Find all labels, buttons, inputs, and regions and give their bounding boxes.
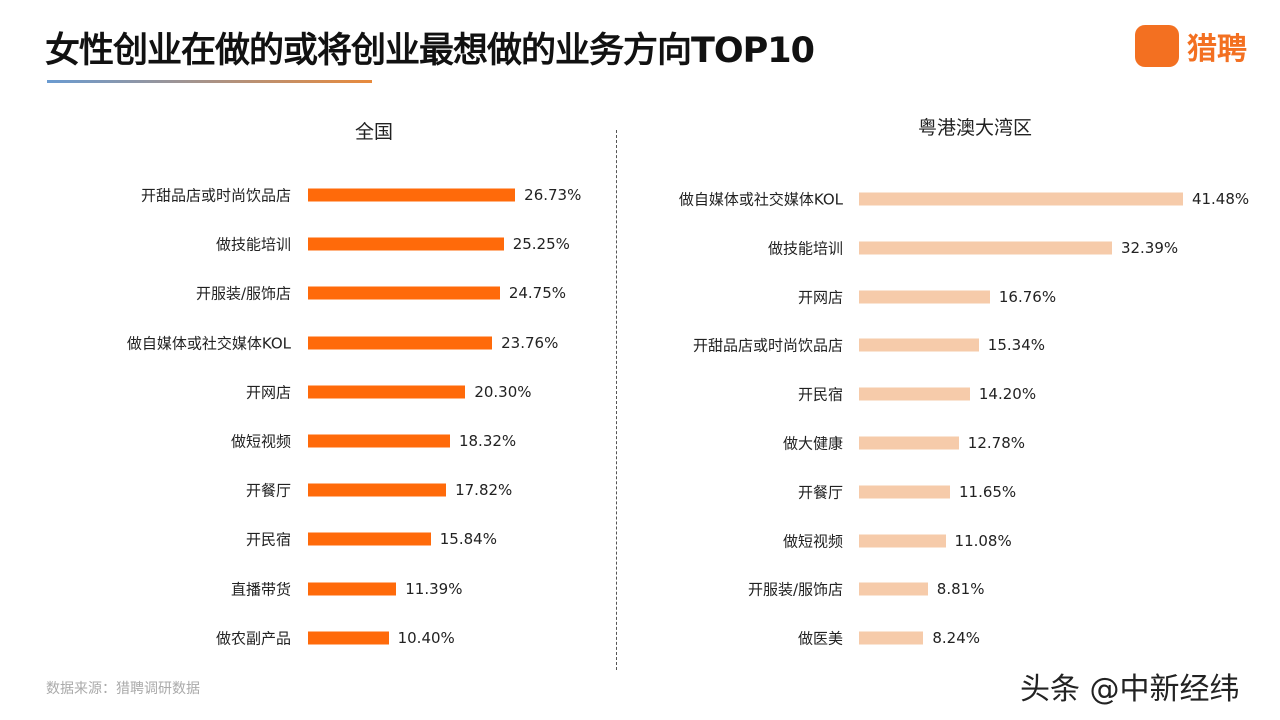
national-bar bbox=[308, 631, 389, 645]
gba-category-label: 开网店 bbox=[797, 288, 843, 307]
national-value-label: 18.32% bbox=[458, 432, 517, 450]
gba-category-label: 开餐厅 bbox=[797, 483, 843, 502]
gba-category-label: 做技能培训 bbox=[767, 239, 843, 258]
national-bar bbox=[308, 434, 450, 448]
gba-category-label: 做短视频 bbox=[782, 532, 843, 551]
gba-category-label: 开民宿 bbox=[797, 385, 843, 404]
national-value-label: 15.84% bbox=[439, 530, 497, 549]
national-value-label: 25.25% bbox=[512, 235, 570, 254]
national-bar bbox=[308, 532, 431, 546]
gba-value-label: 41.48% bbox=[1191, 190, 1250, 208]
national-category-label: 开甜品店或时尚饮品店 bbox=[140, 186, 291, 205]
gba-value-label: 11.08% bbox=[954, 531, 1012, 550]
national-value-label: 11.39% bbox=[405, 579, 463, 598]
national-value-label: 17.82% bbox=[455, 481, 513, 500]
national-bar bbox=[308, 188, 516, 202]
gba-bar bbox=[859, 485, 950, 499]
gba-category-label: 开服装/服饰店 bbox=[747, 580, 843, 599]
gba-value-label: 16.76% bbox=[998, 287, 1057, 306]
national-category-label: 做短视频 bbox=[230, 432, 291, 451]
gba-bar bbox=[859, 631, 924, 645]
national-category-label: 开网店 bbox=[245, 383, 291, 402]
national-category-label: 做技能培训 bbox=[215, 235, 291, 254]
national-value-label: 10.40% bbox=[397, 628, 455, 647]
gba-category-label: 做医美 bbox=[797, 629, 843, 648]
national-bar bbox=[308, 286, 500, 300]
national-category-label: 开餐厅 bbox=[245, 481, 291, 500]
title-underline bbox=[47, 80, 372, 83]
national-bar bbox=[308, 336, 493, 350]
national-bar bbox=[308, 385, 466, 399]
national-value-label: 20.30% bbox=[474, 382, 532, 401]
gba-value-label: 8.24% bbox=[932, 629, 980, 648]
gba-category-label: 做大健康 bbox=[782, 434, 843, 453]
chart-title-national: 全国 bbox=[355, 121, 394, 143]
gba-category-label: 做自媒体或社交媒体KOL bbox=[678, 190, 843, 209]
gba-bar bbox=[859, 436, 959, 450]
national-bar bbox=[308, 582, 397, 596]
gba-value-label: 32.39% bbox=[1120, 238, 1179, 257]
gba-category-label: 开甜品店或时尚饮品店 bbox=[692, 336, 843, 355]
national-value-label: 24.75% bbox=[508, 284, 567, 303]
gba-value-label: 8.81% bbox=[936, 580, 985, 599]
national-bar bbox=[308, 237, 504, 251]
gba-bar bbox=[859, 582, 928, 596]
logo-speech-bubble-icon bbox=[1135, 25, 1179, 67]
page-title: 女性创业在做的或将创业最想做的业务方向TOP10 bbox=[45, 31, 815, 71]
national-value-label: 26.73% bbox=[524, 186, 582, 204]
national-category-label: 做自媒体或社交媒体KOL bbox=[126, 334, 291, 353]
national-value-label: 23.76% bbox=[501, 333, 559, 352]
gba-bar bbox=[859, 534, 946, 548]
gba-value-label: 12.78% bbox=[967, 434, 1025, 452]
chart-title-gba: 粤港澳大湾区 bbox=[918, 117, 1033, 139]
gba-value-label: 11.65% bbox=[958, 482, 1017, 501]
data-source: 数据来源：猎聘调研数据 bbox=[46, 681, 200, 697]
national-category-label: 开民宿 bbox=[245, 530, 291, 549]
gba-bar bbox=[859, 192, 1183, 206]
gba-bar bbox=[859, 338, 979, 352]
gba-bar bbox=[859, 241, 1112, 255]
logo-text: 猎聘 bbox=[1187, 32, 1247, 67]
gba-value-label: 15.34% bbox=[987, 336, 1045, 355]
panel-divider bbox=[616, 130, 617, 670]
national-category-label: 做农副产品 bbox=[215, 629, 291, 648]
national-category-label: 直播带货 bbox=[230, 580, 291, 599]
liepin-logo: 猎聘 bbox=[1135, 24, 1247, 68]
gba-value-label: 14.20% bbox=[978, 385, 1037, 404]
watermark: 头条 @中新经纬 bbox=[1020, 672, 1240, 707]
national-bar bbox=[308, 483, 447, 497]
national-category-label: 开服装/服饰店 bbox=[195, 284, 291, 303]
gba-bar bbox=[859, 387, 970, 401]
gba-bar bbox=[859, 290, 990, 304]
